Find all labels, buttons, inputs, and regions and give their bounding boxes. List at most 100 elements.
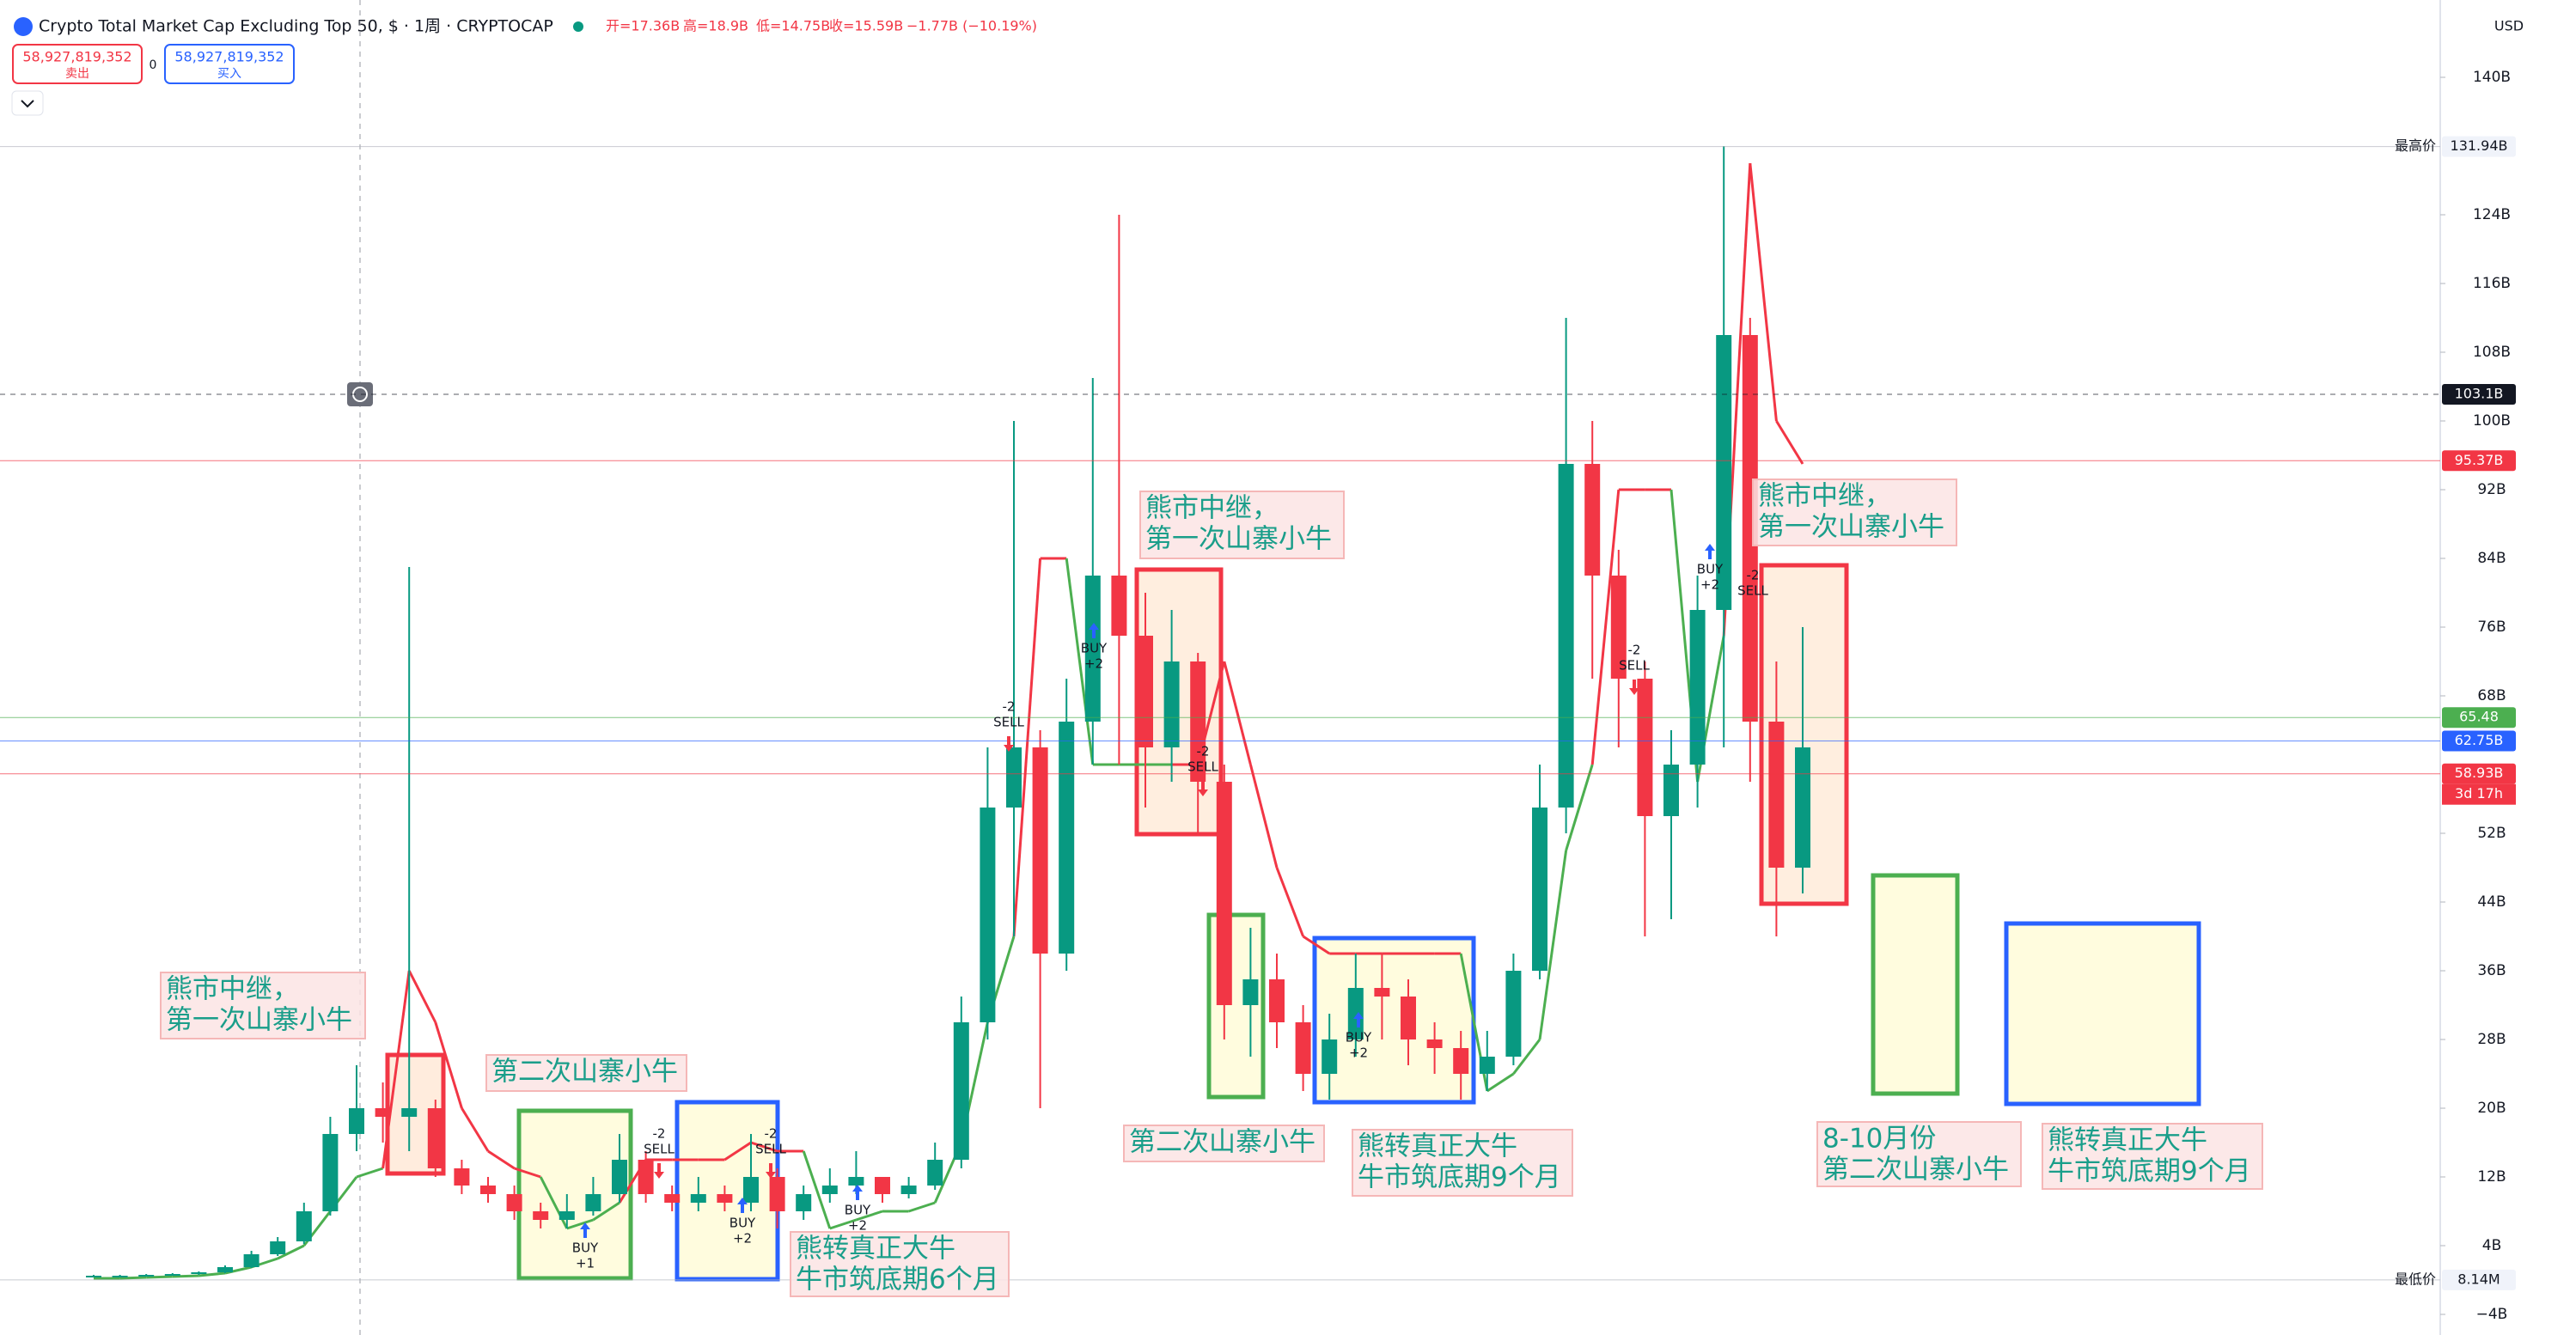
annotation-box	[1816, 1121, 2022, 1187]
price-tag	[2442, 450, 2516, 472]
price-tag	[2442, 1269, 2516, 1290]
candle-body	[1426, 1039, 1443, 1048]
signal-amount: -2	[765, 1126, 778, 1142]
supertrend-line	[487, 1149, 516, 1170]
ohlc-value: 低=14.75B	[756, 18, 830, 34]
candle-body	[664, 1194, 681, 1203]
candle-body	[1716, 335, 1732, 610]
candle-body	[375, 1108, 391, 1117]
candle-body	[769, 1177, 785, 1211]
signal-amount: +2	[1084, 656, 1103, 672]
candle-body	[1505, 971, 1522, 1057]
supertrend-line	[356, 1167, 384, 1179]
candle-body	[1532, 808, 1547, 971]
ohlc-value: −1.77B (−10.19%)	[906, 18, 1037, 34]
price-tag	[2442, 730, 2516, 752]
buy-button[interactable]	[164, 44, 295, 84]
supertrend-line	[461, 1107, 490, 1152]
candle-body	[1059, 722, 1075, 954]
candle-body	[1401, 997, 1416, 1039]
y-tick-label: 76B	[2477, 619, 2506, 636]
candle-body	[1663, 765, 1679, 816]
price-tag-caption: 3d 17h	[2455, 785, 2503, 802]
signal-amount: +2	[1349, 1045, 1368, 1061]
annotation-text: 第一次山寨小牛	[1758, 512, 1944, 543]
candle-body	[559, 1211, 575, 1220]
supertrend-line	[119, 1276, 147, 1280]
supertrend-line	[1275, 867, 1305, 937]
buy-arrow	[1353, 1012, 1364, 1027]
y-tick-label: 44B	[2477, 893, 2506, 911]
price-tag-label: 131.94B	[2451, 137, 2508, 154]
candle-body	[506, 1194, 522, 1211]
collapse-button[interactable]	[11, 90, 44, 116]
candle-body	[296, 1211, 312, 1241]
signal-text: BUY	[1697, 562, 1724, 577]
buy-arrow	[737, 1198, 748, 1213]
annotation-text: 第一次山寨小牛	[166, 1005, 352, 1036]
supertrend-line	[277, 1244, 305, 1260]
annotation-text: 第二次山寨小牛	[1822, 1155, 2009, 1186]
candle-body	[427, 1108, 443, 1168]
candle-body	[112, 1276, 128, 1277]
candle-body	[953, 1022, 969, 1160]
candle-body	[243, 1254, 259, 1267]
sell-button[interactable]	[12, 44, 143, 84]
supertrend-line	[1775, 420, 1804, 465]
price-tag-label: 103.1B	[2455, 386, 2504, 402]
annotation-text: 牛市筑底期9个月	[1358, 1162, 1561, 1193]
candle-body	[638, 1160, 654, 1194]
price-tag-caption: 最高价	[2395, 137, 2436, 154]
supertrend-line	[750, 1141, 778, 1153]
supertrend-line	[198, 1271, 226, 1277]
price-tag	[2442, 707, 2516, 728]
sell-arrow	[1198, 781, 1208, 796]
signal-text: SELL	[644, 1142, 675, 1157]
signal-text: SELL	[993, 715, 1024, 730]
sell-arrow	[1748, 605, 1758, 620]
y-tick-label: 100B	[2473, 412, 2511, 430]
price-tag	[2442, 783, 2516, 805]
candle-body	[1479, 1057, 1495, 1074]
crosshair-add-button[interactable]	[347, 382, 373, 406]
signal-text: BUY	[729, 1216, 756, 1231]
sell-price: 58,927,819,352	[22, 49, 131, 65]
candle-body	[1689, 610, 1706, 765]
candle-body	[585, 1194, 601, 1211]
annotation-text: 第一次山寨小牛	[1145, 524, 1332, 555]
supertrend-line	[1012, 558, 1042, 937]
candle-body	[1768, 722, 1785, 868]
y-tick-label: 4B	[2482, 1237, 2501, 1254]
candle-body	[1138, 636, 1153, 747]
signal-amount: -2	[1197, 744, 1210, 759]
annotation-box	[1139, 491, 1345, 559]
supertrend-line	[434, 1021, 463, 1109]
annotation-box	[485, 1054, 687, 1092]
sell-label: 卖出	[65, 67, 89, 81]
price-tag-label: 8.14M	[2457, 1271, 2500, 1287]
candle-body	[1795, 747, 1810, 868]
y-tick-label: 28B	[2477, 1031, 2506, 1048]
signal-text: BUY	[845, 1203, 871, 1218]
annotation-text: 牛市筑底期9个月	[2048, 1156, 2251, 1187]
highlight-box	[2004, 921, 2201, 1106]
candle-body	[1084, 576, 1101, 722]
signal-amount: -2	[1747, 568, 1760, 583]
candle-body	[1216, 782, 1232, 1005]
candle-body	[1374, 988, 1390, 997]
annotation-box	[2042, 1123, 2263, 1190]
candle-body	[138, 1275, 155, 1277]
y-tick-label: 124B	[2473, 206, 2511, 223]
candle-body	[86, 1276, 101, 1277]
price-tag-caption: 最低价	[2395, 1271, 2436, 1287]
candle-body	[1610, 576, 1627, 679]
annotation-box	[790, 1231, 1010, 1297]
signal-text: BUY	[572, 1241, 599, 1256]
signal-amount: +2	[848, 1218, 867, 1234]
candle-body	[533, 1211, 549, 1220]
candle-body	[1242, 979, 1259, 1005]
supertrend-line	[566, 1218, 594, 1230]
annotation-text: 熊转真正大牛	[1358, 1131, 1517, 1162]
buy-arrow	[1089, 623, 1099, 638]
signal-text: BUY	[1346, 1030, 1372, 1045]
